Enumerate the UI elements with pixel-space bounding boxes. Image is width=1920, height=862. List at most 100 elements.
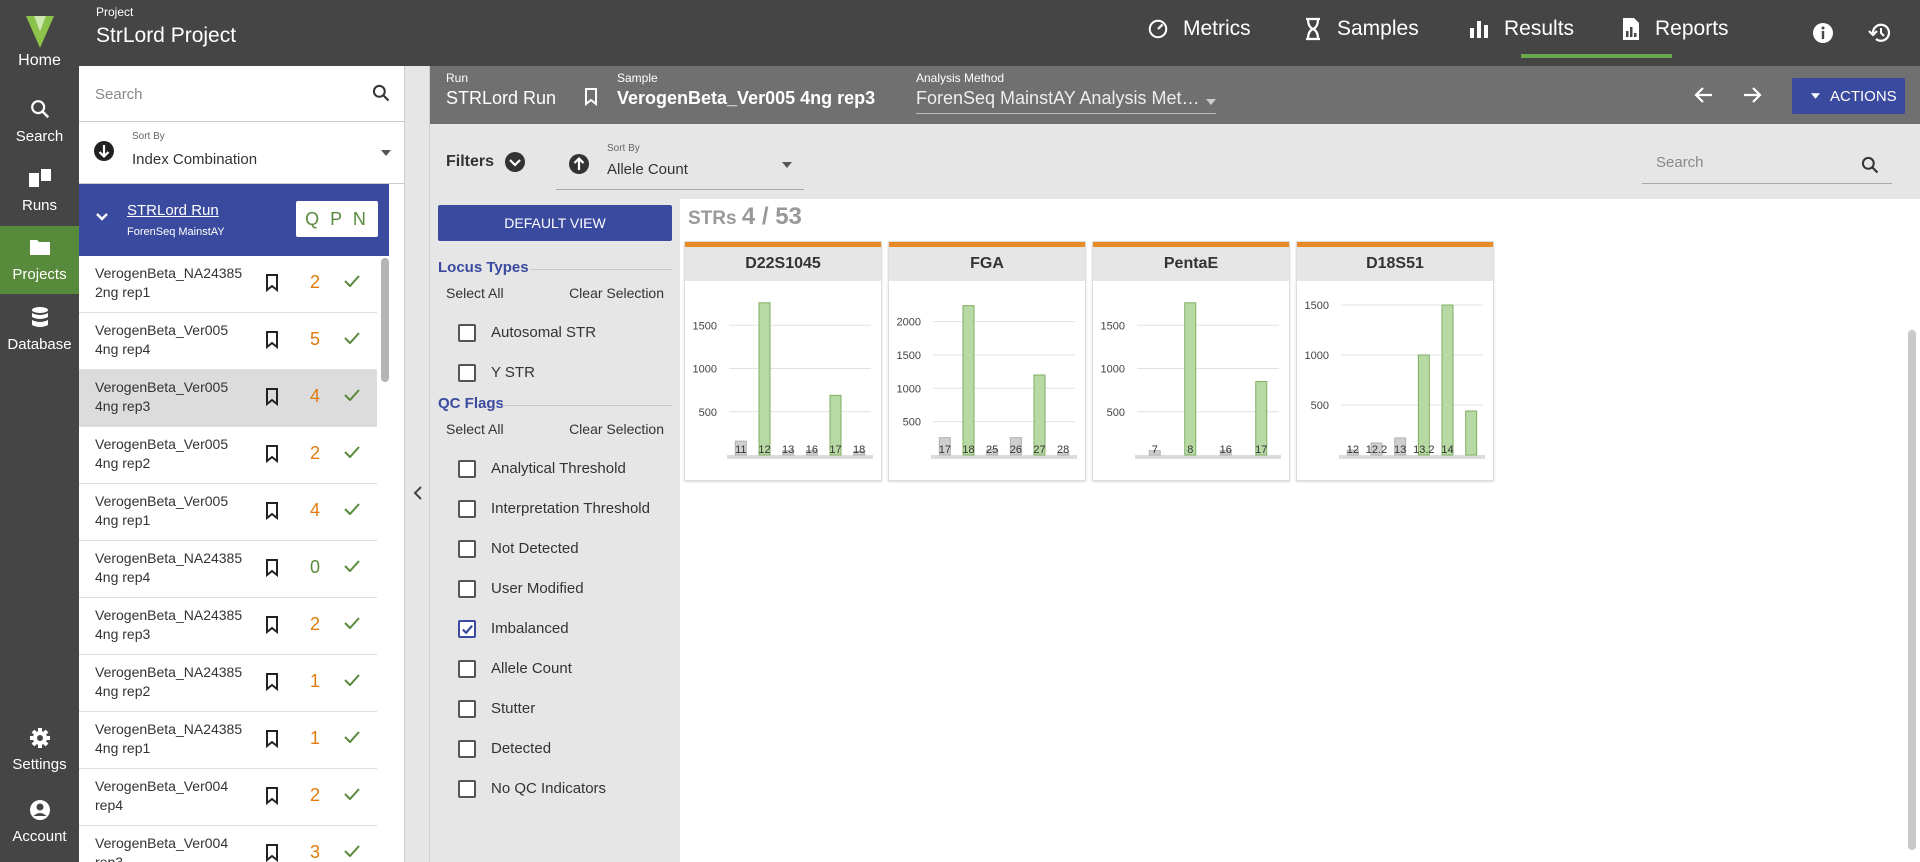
- search-icon[interactable]: [1860, 155, 1880, 175]
- tab-metrics[interactable]: Metrics: [1147, 0, 1251, 58]
- bookmark-icon[interactable]: [265, 787, 279, 805]
- sample-row[interactable]: VerogenBeta_Ver004 rep3 3: [79, 826, 377, 862]
- sample-row[interactable]: VerogenBeta_NA24385 4ng rep2 1: [79, 655, 377, 712]
- sample-row[interactable]: VerogenBeta_NA24385 4ng rep1 1: [79, 712, 377, 769]
- sample-row[interactable]: VerogenBeta_Ver004 rep4 2: [79, 769, 377, 826]
- bookmark-icon[interactable]: [265, 388, 279, 406]
- nav-account[interactable]: Account: [0, 788, 79, 856]
- bookmark-icon[interactable]: [584, 88, 598, 106]
- sidebar-search-input[interactable]: [95, 82, 355, 106]
- locus-select-all[interactable]: Select All: [446, 285, 504, 301]
- allele-bar[interactable]: [829, 394, 842, 456]
- results-sort-select[interactable]: Sort By Allele Count: [556, 138, 804, 190]
- allele-bar[interactable]: [1465, 410, 1478, 456]
- allele-bar[interactable]: [734, 440, 747, 456]
- nav-search[interactable]: Search: [0, 88, 79, 156]
- tab-samples[interactable]: Samples: [1303, 0, 1419, 58]
- checkbox[interactable]: [458, 324, 476, 342]
- default-view-button[interactable]: DEFAULT VIEW: [438, 205, 672, 241]
- allele-bar[interactable]: [1184, 302, 1197, 456]
- bookmark-icon[interactable]: [265, 844, 279, 862]
- run-group-header[interactable]: STRLord Run ForenSeq MainstAY Q P N: [79, 184, 389, 256]
- nav-runs[interactable]: Runs: [0, 157, 79, 225]
- page-scrollbar[interactable]: [1908, 330, 1916, 850]
- allele-bar[interactable]: [1417, 354, 1430, 456]
- checkbox[interactable]: [458, 540, 476, 558]
- allele-bar[interactable]: [962, 305, 975, 456]
- sidebar-scrollbar[interactable]: [381, 258, 391, 858]
- checkbox[interactable]: [458, 700, 476, 718]
- sort-direction-icon[interactable]: [568, 153, 590, 175]
- allele-bar[interactable]: [1148, 450, 1161, 456]
- checkbox[interactable]: [458, 364, 476, 382]
- chevron-down-icon[interactable]: [95, 212, 109, 222]
- allele-bar[interactable]: [1255, 380, 1268, 456]
- tab-results[interactable]: Results: [1468, 0, 1574, 58]
- sample-row[interactable]: VerogenBeta_Ver005 4ng rep3 4: [79, 370, 377, 427]
- allele-bar[interactable]: [1346, 449, 1359, 456]
- analysis-method-select[interactable]: ForenSeq MainstAY Analysis Met…: [916, 88, 1216, 114]
- previous-sample-button[interactable]: [1693, 84, 1715, 106]
- nav-home[interactable]: Home: [0, 8, 79, 80]
- allele-bar[interactable]: [805, 450, 818, 456]
- allele-bar[interactable]: [782, 450, 795, 456]
- bookmark-icon[interactable]: [265, 730, 279, 748]
- sample-row[interactable]: VerogenBeta_NA24385 4ng rep4 0: [79, 541, 377, 598]
- bookmark-icon[interactable]: [265, 616, 279, 634]
- str-locus-card[interactable]: D18S51 500 1000 1500 12 12.2 13 13.2 14: [1296, 241, 1494, 481]
- allele-bar[interactable]: [986, 449, 999, 456]
- nav-projects[interactable]: Projects: [0, 226, 79, 294]
- allele-bar[interactable]: [1033, 374, 1046, 456]
- locus-clear-selection[interactable]: Clear Selection: [569, 285, 664, 301]
- bookmark-icon[interactable]: [265, 673, 279, 691]
- sidebar-sort-select[interactable]: Sort By Index Combination: [79, 122, 404, 184]
- sample-row[interactable]: VerogenBeta_Ver005 4ng rep1 4: [79, 484, 377, 541]
- next-sample-button[interactable]: [1741, 84, 1763, 106]
- sample-row[interactable]: VerogenBeta_NA24385 4ng rep3 2: [79, 598, 377, 655]
- checkbox[interactable]: [458, 780, 476, 798]
- bookmark-icon[interactable]: [265, 274, 279, 292]
- bookmark-icon[interactable]: [265, 445, 279, 463]
- str-locus-card[interactable]: PentaE 500 1000 1500 7 8 16 17: [1092, 241, 1290, 481]
- checkbox[interactable]: [458, 500, 476, 518]
- filters-toggle-icon[interactable]: [504, 151, 526, 173]
- allele-bar[interactable]: [853, 451, 866, 456]
- sort-direction-icon[interactable]: [93, 140, 115, 162]
- allele-bar[interactable]: [938, 437, 951, 456]
- allele-bar[interactable]: [1394, 437, 1407, 456]
- bookmark-icon[interactable]: [265, 502, 279, 520]
- nav-settings[interactable]: Settings: [0, 716, 79, 784]
- allele-bar[interactable]: [1370, 442, 1383, 456]
- chevron-left-icon[interactable]: [413, 486, 423, 500]
- allele-bar[interactable]: [1009, 437, 1022, 456]
- sample-row[interactable]: VerogenBeta_Ver005 4ng rep2 2: [79, 427, 377, 484]
- info-icon[interactable]: [1812, 22, 1834, 44]
- sample-row[interactable]: VerogenBeta_NA24385 2ng rep1 2: [79, 256, 377, 313]
- nav-database[interactable]: Database: [0, 296, 79, 364]
- qc-clear-selection[interactable]: Clear Selection: [569, 421, 664, 437]
- checkbox[interactable]: [458, 740, 476, 758]
- sample-row[interactable]: VerogenBeta_Ver005 4ng rep4 5: [79, 313, 377, 370]
- actions-button[interactable]: ACTIONS: [1792, 78, 1905, 114]
- search-icon[interactable]: [371, 83, 391, 103]
- checkbox[interactable]: [458, 580, 476, 598]
- tab-reports[interactable]: Reports: [1621, 0, 1729, 58]
- checkbox[interactable]: [458, 620, 476, 638]
- bookmark-icon[interactable]: [265, 331, 279, 349]
- run-name-link[interactable]: STRLord Run: [127, 202, 219, 219]
- results-search-input[interactable]: [1656, 154, 1846, 171]
- checkbox[interactable]: [458, 460, 476, 478]
- collapse-sidebar-handle[interactable]: [406, 66, 430, 862]
- allele-bar[interactable]: [1441, 304, 1454, 456]
- str-locus-card[interactable]: FGA 500 1000 1500 2000 17 18 25 26 27 28: [888, 241, 1086, 481]
- allele-bar[interactable]: [1219, 450, 1232, 456]
- qpn-badge[interactable]: Q P N: [296, 201, 378, 237]
- allele-bar[interactable]: [1057, 451, 1070, 456]
- checkbox[interactable]: [458, 660, 476, 678]
- bookmark-icon[interactable]: [265, 559, 279, 577]
- str-locus-card[interactable]: D22S1045 500 1000 1500 11 12 13 16 17 18: [684, 241, 882, 481]
- sidebar-scroll-thumb[interactable]: [381, 258, 389, 382]
- qc-select-all[interactable]: Select All: [446, 421, 504, 437]
- allele-bar[interactable]: [758, 302, 771, 456]
- history-icon[interactable]: [1868, 22, 1892, 44]
